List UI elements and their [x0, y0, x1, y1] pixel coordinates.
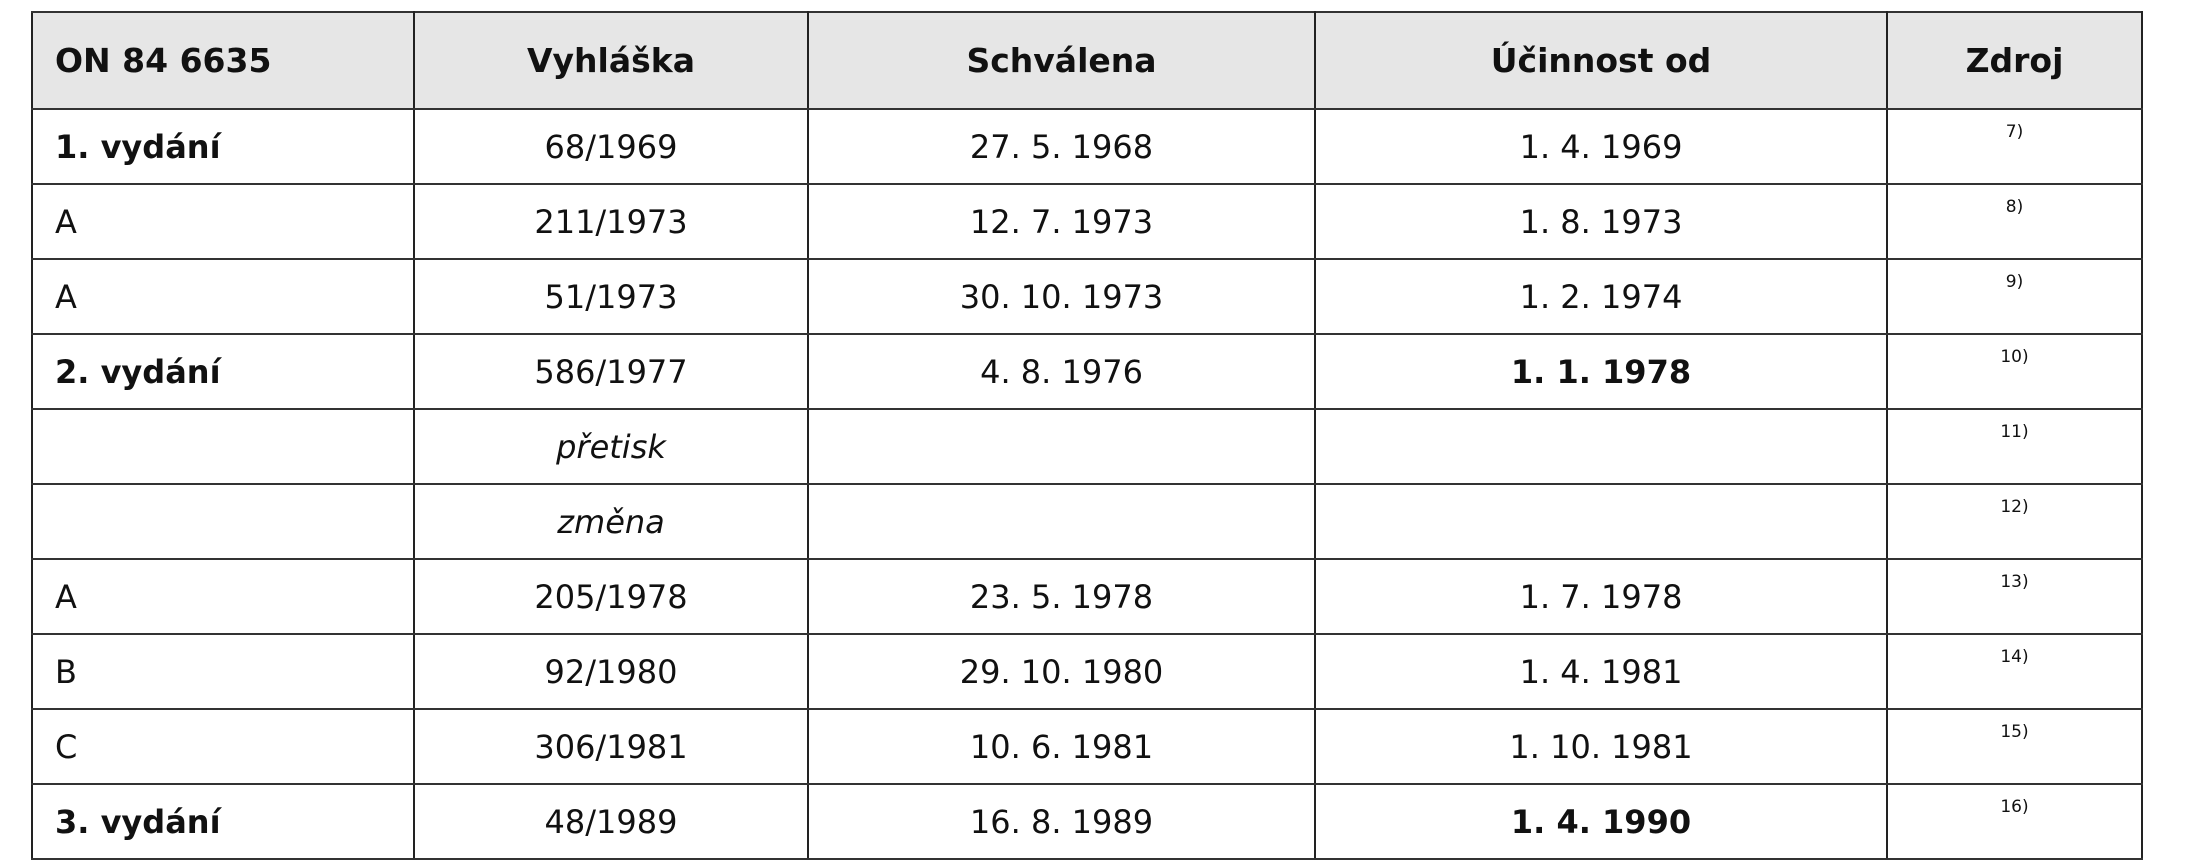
- table-row: A 51/1973 30. 10. 1973 1. 2. 1974 9): [31, 258, 2143, 335]
- header-cell: Zdroj: [1886, 11, 2143, 110]
- table-cell: [31, 483, 415, 560]
- table-cell: [1314, 408, 1888, 485]
- source-note: 14): [1886, 633, 2143, 710]
- source-note: 9): [1886, 258, 2143, 335]
- table-cell: B: [31, 633, 415, 710]
- table-cell: 2. vydání: [31, 333, 415, 410]
- table-row: změna 12): [31, 483, 2143, 560]
- source-note: 7): [1886, 108, 2143, 185]
- table-cell: 205/1978: [413, 558, 809, 635]
- table-cell: 4. 8. 1976: [807, 333, 1316, 410]
- table-cell: 1. 4. 1981: [1314, 633, 1888, 710]
- page: ON 84 6635 Vyhláška Schválena Účinnost od Zd…: [31, 11, 2143, 860]
- table-cell: 23. 5. 1978: [807, 558, 1316, 635]
- table-cell: změna: [413, 483, 809, 560]
- header-cell: Schválena: [807, 11, 1316, 110]
- table-cell: A: [31, 258, 415, 335]
- table-cell: 211/1973: [413, 183, 809, 260]
- table-body: 1. vydání 68/1969 27. 5. 1968 1. 4. 1969 7) A…: [31, 108, 2143, 860]
- table-cell: [31, 408, 415, 485]
- table-cell: 92/1980: [413, 633, 809, 710]
- table-cell: [807, 483, 1316, 560]
- table-row: A 211/1973 12. 7. 1973 1. 8. 1973 8): [31, 183, 2143, 260]
- table-row: B 92/1980 29. 10. 1980 1. 4. 1981 14): [31, 633, 2143, 710]
- table-cell: 12. 7. 1973: [807, 183, 1316, 260]
- table-row: 2. vydání 586/1977 4. 8. 1976 1. 1. 1978 10): [31, 333, 2143, 410]
- table-cell: 16. 8. 1989: [807, 783, 1316, 860]
- table-row: 3. vydání 48/1989 16. 8. 1989 1. 4. 1990 16): [31, 783, 2143, 860]
- table-cell: 10. 6. 1981: [807, 708, 1316, 785]
- table-cell: 306/1981: [413, 708, 809, 785]
- header-cell: Účinnost od: [1314, 11, 1888, 110]
- table-cell: [1314, 483, 1888, 560]
- table-cell: [807, 408, 1316, 485]
- standards-table: ON 84 6635 Vyhláška Schválena Účinnost od Zd…: [31, 11, 2143, 860]
- table-row: 1. vydání 68/1969 27. 5. 1968 1. 4. 1969 7): [31, 108, 2143, 185]
- table-cell: 1. 7. 1978: [1314, 558, 1888, 635]
- table-row: A 205/1978 23. 5. 1978 1. 7. 1978 13): [31, 558, 2143, 635]
- table-cell: C: [31, 708, 415, 785]
- source-note: 12): [1886, 483, 2143, 560]
- source-note: 13): [1886, 558, 2143, 635]
- table-cell: 586/1977: [413, 333, 809, 410]
- table-cell: 68/1969: [413, 108, 809, 185]
- source-note: 15): [1886, 708, 2143, 785]
- table-cell: 51/1973: [413, 258, 809, 335]
- source-note: 10): [1886, 333, 2143, 410]
- source-note: 16): [1886, 783, 2143, 860]
- table-cell: 27. 5. 1968: [807, 108, 1316, 185]
- header-cell: ON 84 6635: [31, 11, 415, 110]
- table-cell: 1. 4. 1969: [1314, 108, 1888, 185]
- header-row: ON 84 6635 Vyhláška Schválena Účinnost od Zd…: [31, 11, 2143, 110]
- table-cell: 1. 2. 1974: [1314, 258, 1888, 335]
- source-note: 11): [1886, 408, 2143, 485]
- table-cell: A: [31, 558, 415, 635]
- table-cell: 30. 10. 1973: [807, 258, 1316, 335]
- source-note: 8): [1886, 183, 2143, 260]
- table-cell: 48/1989: [413, 783, 809, 860]
- table-row: přetisk 11): [31, 408, 2143, 485]
- table-row: C 306/1981 10. 6. 1981 1. 10. 1981 15): [31, 708, 2143, 785]
- table-cell: 1. 8. 1973: [1314, 183, 1888, 260]
- table-cell: 1. 4. 1990: [1314, 783, 1888, 860]
- table-cell: 3. vydání: [31, 783, 415, 860]
- table-cell: 29. 10. 1980: [807, 633, 1316, 710]
- table-cell: 1. 10. 1981: [1314, 708, 1888, 785]
- header-cell: Vyhláška: [413, 11, 809, 110]
- table-cell: přetisk: [413, 408, 809, 485]
- table-cell: A: [31, 183, 415, 260]
- table-cell: 1. vydání: [31, 108, 415, 185]
- table-cell: 1. 1. 1978: [1314, 333, 1888, 410]
